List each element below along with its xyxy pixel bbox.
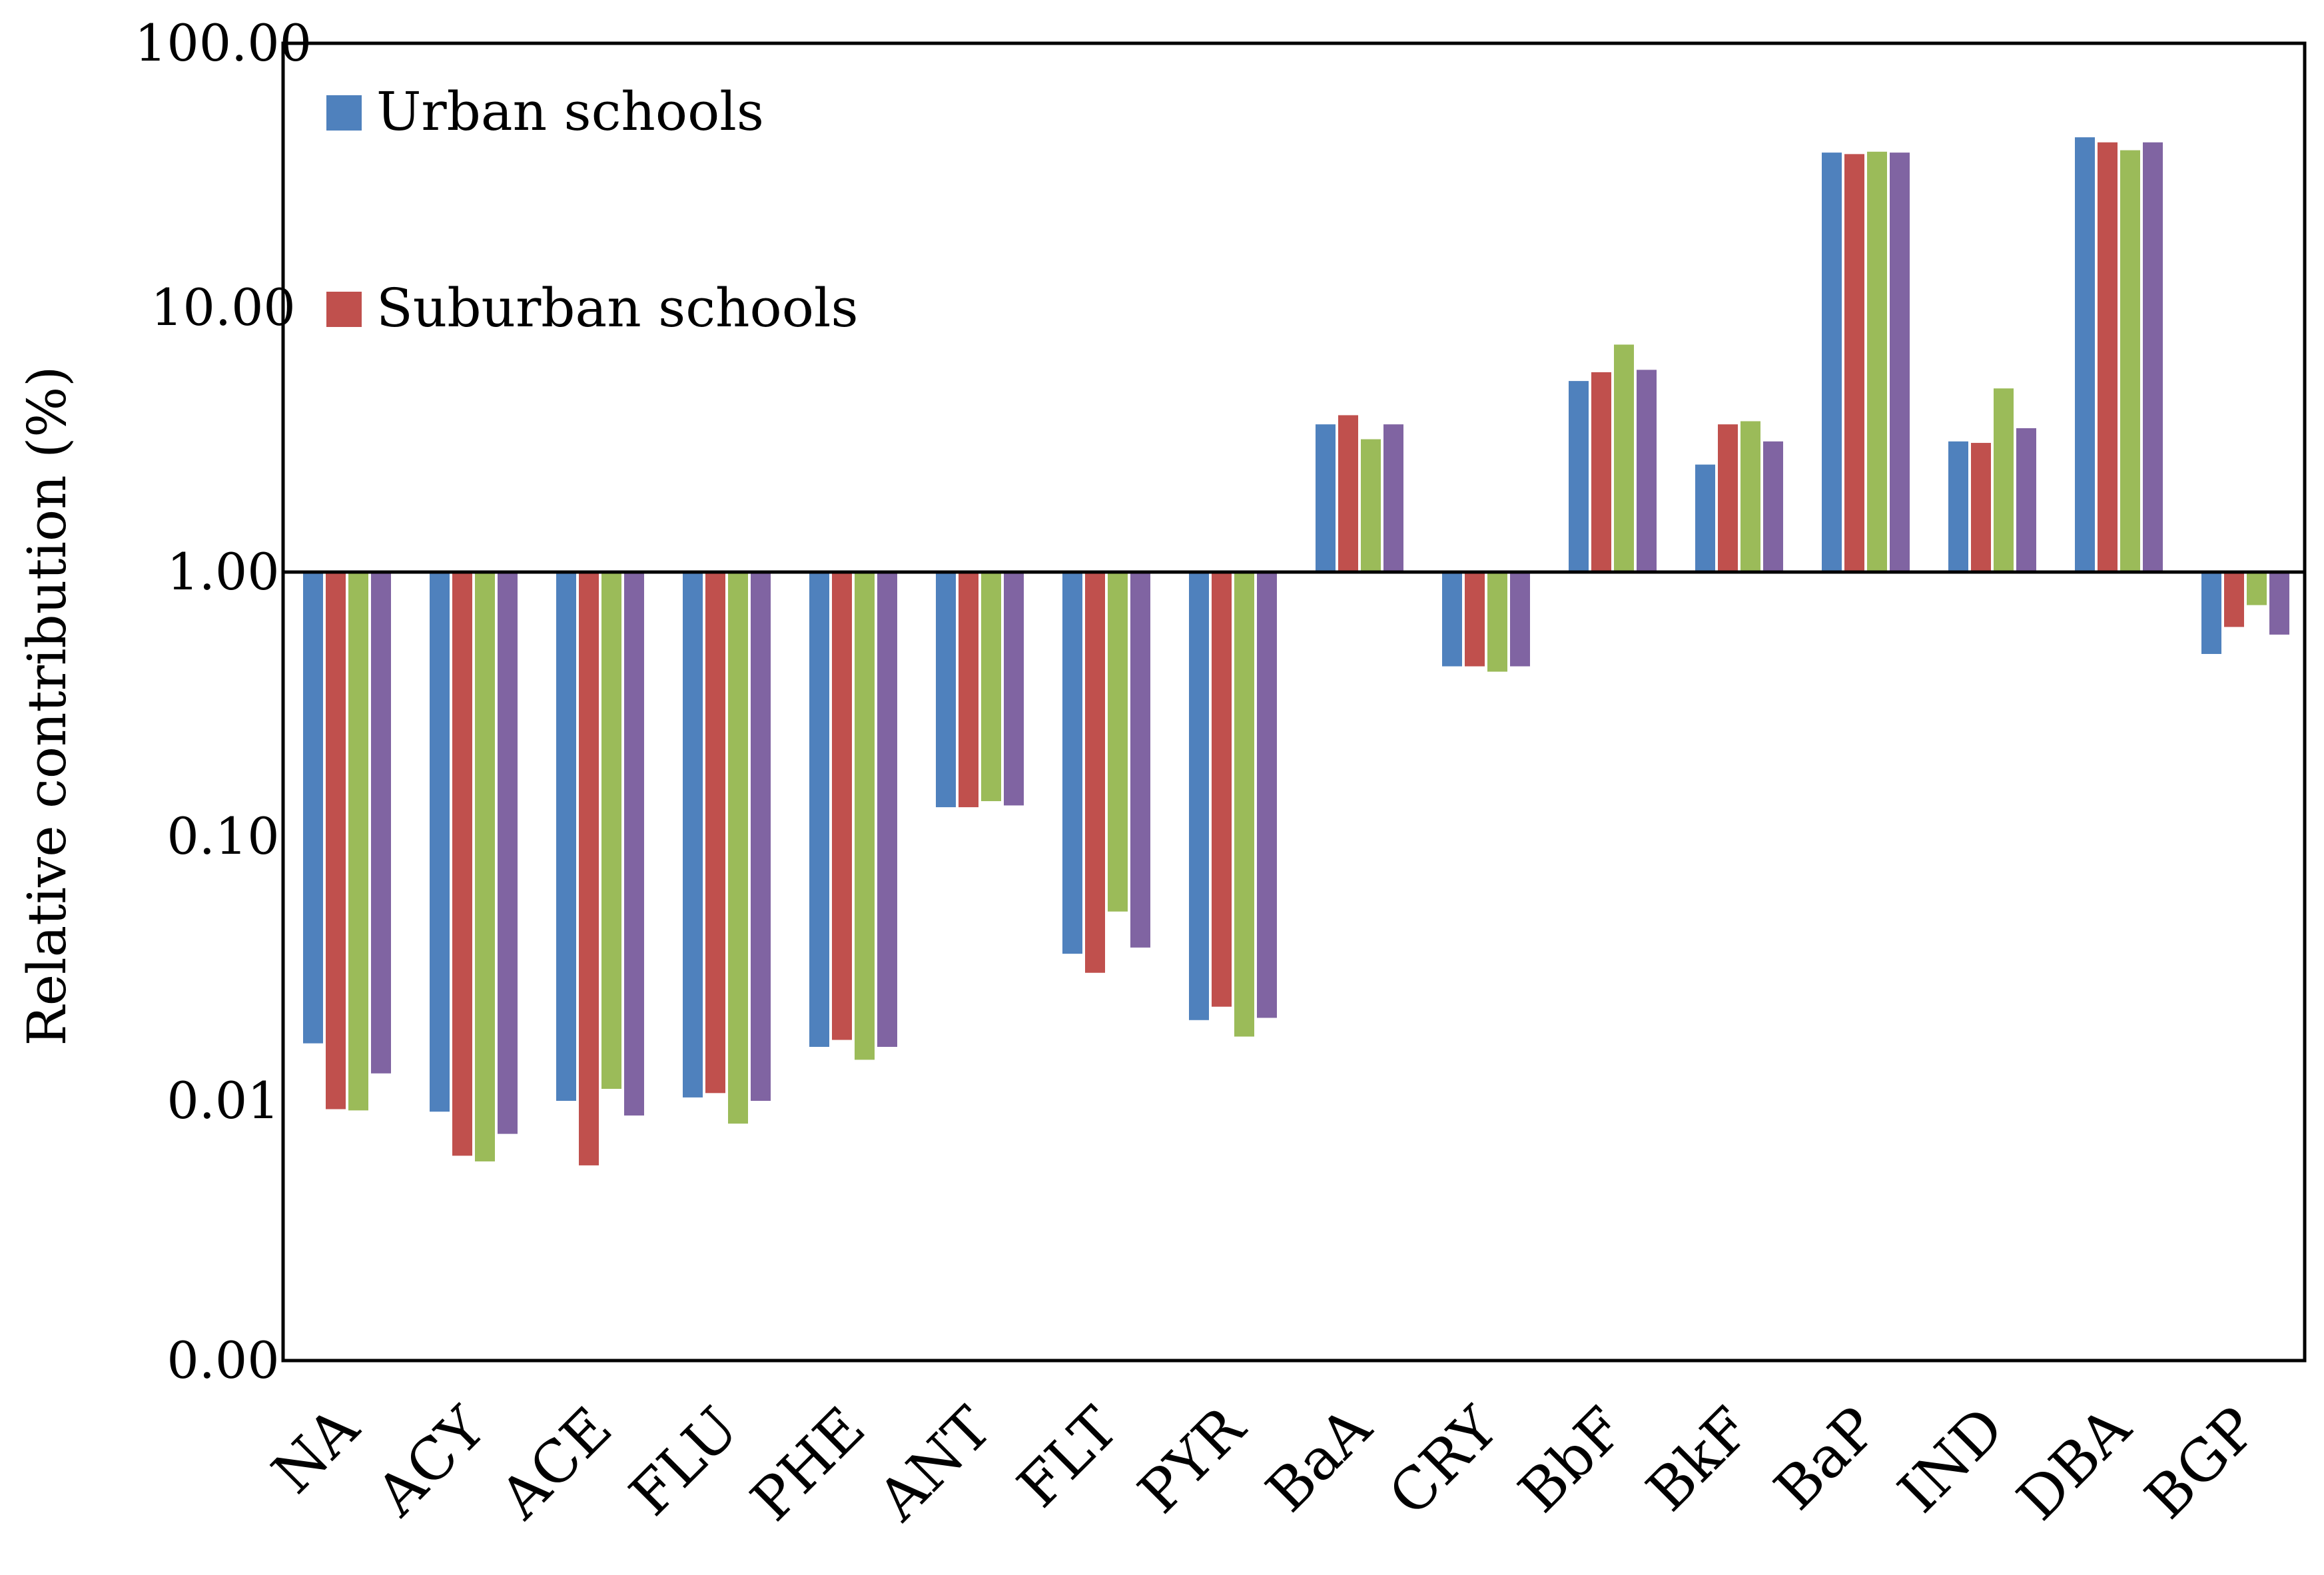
y-tick-label: 0.01 bbox=[167, 1071, 279, 1130]
bar-FLT-series-1 bbox=[1062, 572, 1082, 954]
bar-CRY-series-3 bbox=[1487, 572, 1507, 672]
bar-PHE-series-1 bbox=[809, 572, 829, 1047]
bar-IND-series-4 bbox=[2016, 428, 2036, 572]
bar-BaA-series-4 bbox=[1383, 424, 1403, 572]
bar-BkF-series-3 bbox=[1741, 421, 1760, 572]
bars-layer bbox=[303, 137, 2289, 1165]
bar-PYR-series-2 bbox=[1212, 572, 1232, 1007]
bar-IND-series-3 bbox=[1994, 388, 2014, 572]
bar-ACY-series-1 bbox=[430, 572, 450, 1112]
bar-NA-series-4 bbox=[371, 572, 391, 1074]
bar-BbF-series-2 bbox=[1591, 372, 1611, 572]
bar-ANT-series-2 bbox=[959, 572, 978, 808]
legend-swatch-urban bbox=[326, 95, 362, 131]
plot-area-frame bbox=[281, 41, 2307, 1363]
bar-NA-series-1 bbox=[303, 572, 323, 1044]
bar-ACE-series-1 bbox=[556, 572, 576, 1101]
bar-NA-series-2 bbox=[326, 572, 346, 1109]
bar-DBA-series-4 bbox=[2143, 142, 2163, 572]
bar-DBA-series-1 bbox=[2075, 137, 2095, 572]
y-tick-label: 0.10 bbox=[167, 806, 279, 866]
y-axis-title: Relative contribution (%) bbox=[16, 366, 78, 1046]
bar-BkF-series-1 bbox=[1695, 464, 1715, 572]
bar-FLU-series-2 bbox=[705, 572, 725, 1094]
bar-BaP-series-1 bbox=[1822, 153, 1842, 572]
bar-BbF-series-3 bbox=[1614, 344, 1634, 572]
bar-BkF-series-4 bbox=[1763, 441, 1783, 572]
bar-BGP-series-4 bbox=[2269, 572, 2289, 635]
bar-BGP-series-2 bbox=[2224, 572, 2244, 627]
legend: Urban schools Suburban schools bbox=[326, 81, 859, 339]
bar-PYR-series-3 bbox=[1234, 572, 1254, 1037]
bar-ANT-series-4 bbox=[1004, 572, 1024, 806]
bar-PYR-series-1 bbox=[1189, 572, 1209, 1020]
bar-FLT-series-4 bbox=[1130, 572, 1150, 948]
bar-BGP-series-1 bbox=[2201, 572, 2221, 654]
bar-ACE-series-3 bbox=[601, 572, 621, 1090]
y-tick-labels: 100.00 10.00 1.00 0.10 0.01 0.00 bbox=[135, 13, 312, 1390]
bar-PYR-series-4 bbox=[1257, 572, 1277, 1018]
bar-ANT-series-3 bbox=[981, 572, 1001, 801]
bar-FLT-series-2 bbox=[1085, 572, 1105, 973]
bar-CRY-series-2 bbox=[1465, 572, 1485, 667]
bar-ACY-series-4 bbox=[498, 572, 518, 1134]
bar-BaA-series-1 bbox=[1316, 424, 1336, 572]
y-tick-label: 10.00 bbox=[151, 278, 296, 337]
bar-FLU-series-3 bbox=[728, 572, 748, 1124]
bar-FLU-series-1 bbox=[683, 572, 703, 1098]
bar-BGP-series-3 bbox=[2247, 572, 2267, 605]
bar-ACE-series-2 bbox=[579, 572, 599, 1165]
bar-IND-series-1 bbox=[1948, 441, 1968, 572]
bar-DBA-series-3 bbox=[2120, 150, 2140, 572]
legend-label-urban: Urban schools bbox=[376, 81, 764, 143]
bar-ACE-series-4 bbox=[624, 572, 644, 1116]
y-tick-label: 100.00 bbox=[135, 13, 312, 73]
bar-BaA-series-3 bbox=[1361, 439, 1381, 572]
bar-BbF-series-4 bbox=[1637, 370, 1657, 572]
bar-BkF-series-2 bbox=[1718, 424, 1738, 572]
legend-label-suburban: Suburban schools bbox=[376, 277, 859, 339]
bar-BaA-series-2 bbox=[1338, 415, 1358, 572]
bar-PHE-series-2 bbox=[832, 572, 852, 1040]
bar-BaP-series-4 bbox=[1890, 153, 1910, 572]
bar-ACY-series-3 bbox=[475, 572, 495, 1161]
bar-NA-series-3 bbox=[348, 572, 368, 1111]
bar-PHE-series-3 bbox=[855, 572, 875, 1060]
bar-FLT-series-3 bbox=[1108, 572, 1128, 912]
bar-PHE-series-4 bbox=[877, 572, 897, 1047]
bar-IND-series-2 bbox=[1971, 443, 1991, 572]
y-tick-label: 1.00 bbox=[167, 542, 279, 601]
bar-DBA-series-2 bbox=[2098, 142, 2118, 572]
bar-ANT-series-1 bbox=[936, 572, 956, 808]
bar-CRY-series-1 bbox=[1442, 572, 1462, 667]
bar-ACY-series-2 bbox=[452, 572, 472, 1156]
bar-CRY-series-4 bbox=[1510, 572, 1530, 667]
bar-BaP-series-2 bbox=[1844, 154, 1864, 572]
bar-FLU-series-4 bbox=[751, 572, 771, 1101]
bar-BbF-series-1 bbox=[1569, 381, 1589, 572]
y-tick-label: 0.00 bbox=[167, 1331, 279, 1390]
legend-swatch-suburban bbox=[326, 292, 362, 327]
bar-BaP-series-3 bbox=[1867, 151, 1887, 572]
